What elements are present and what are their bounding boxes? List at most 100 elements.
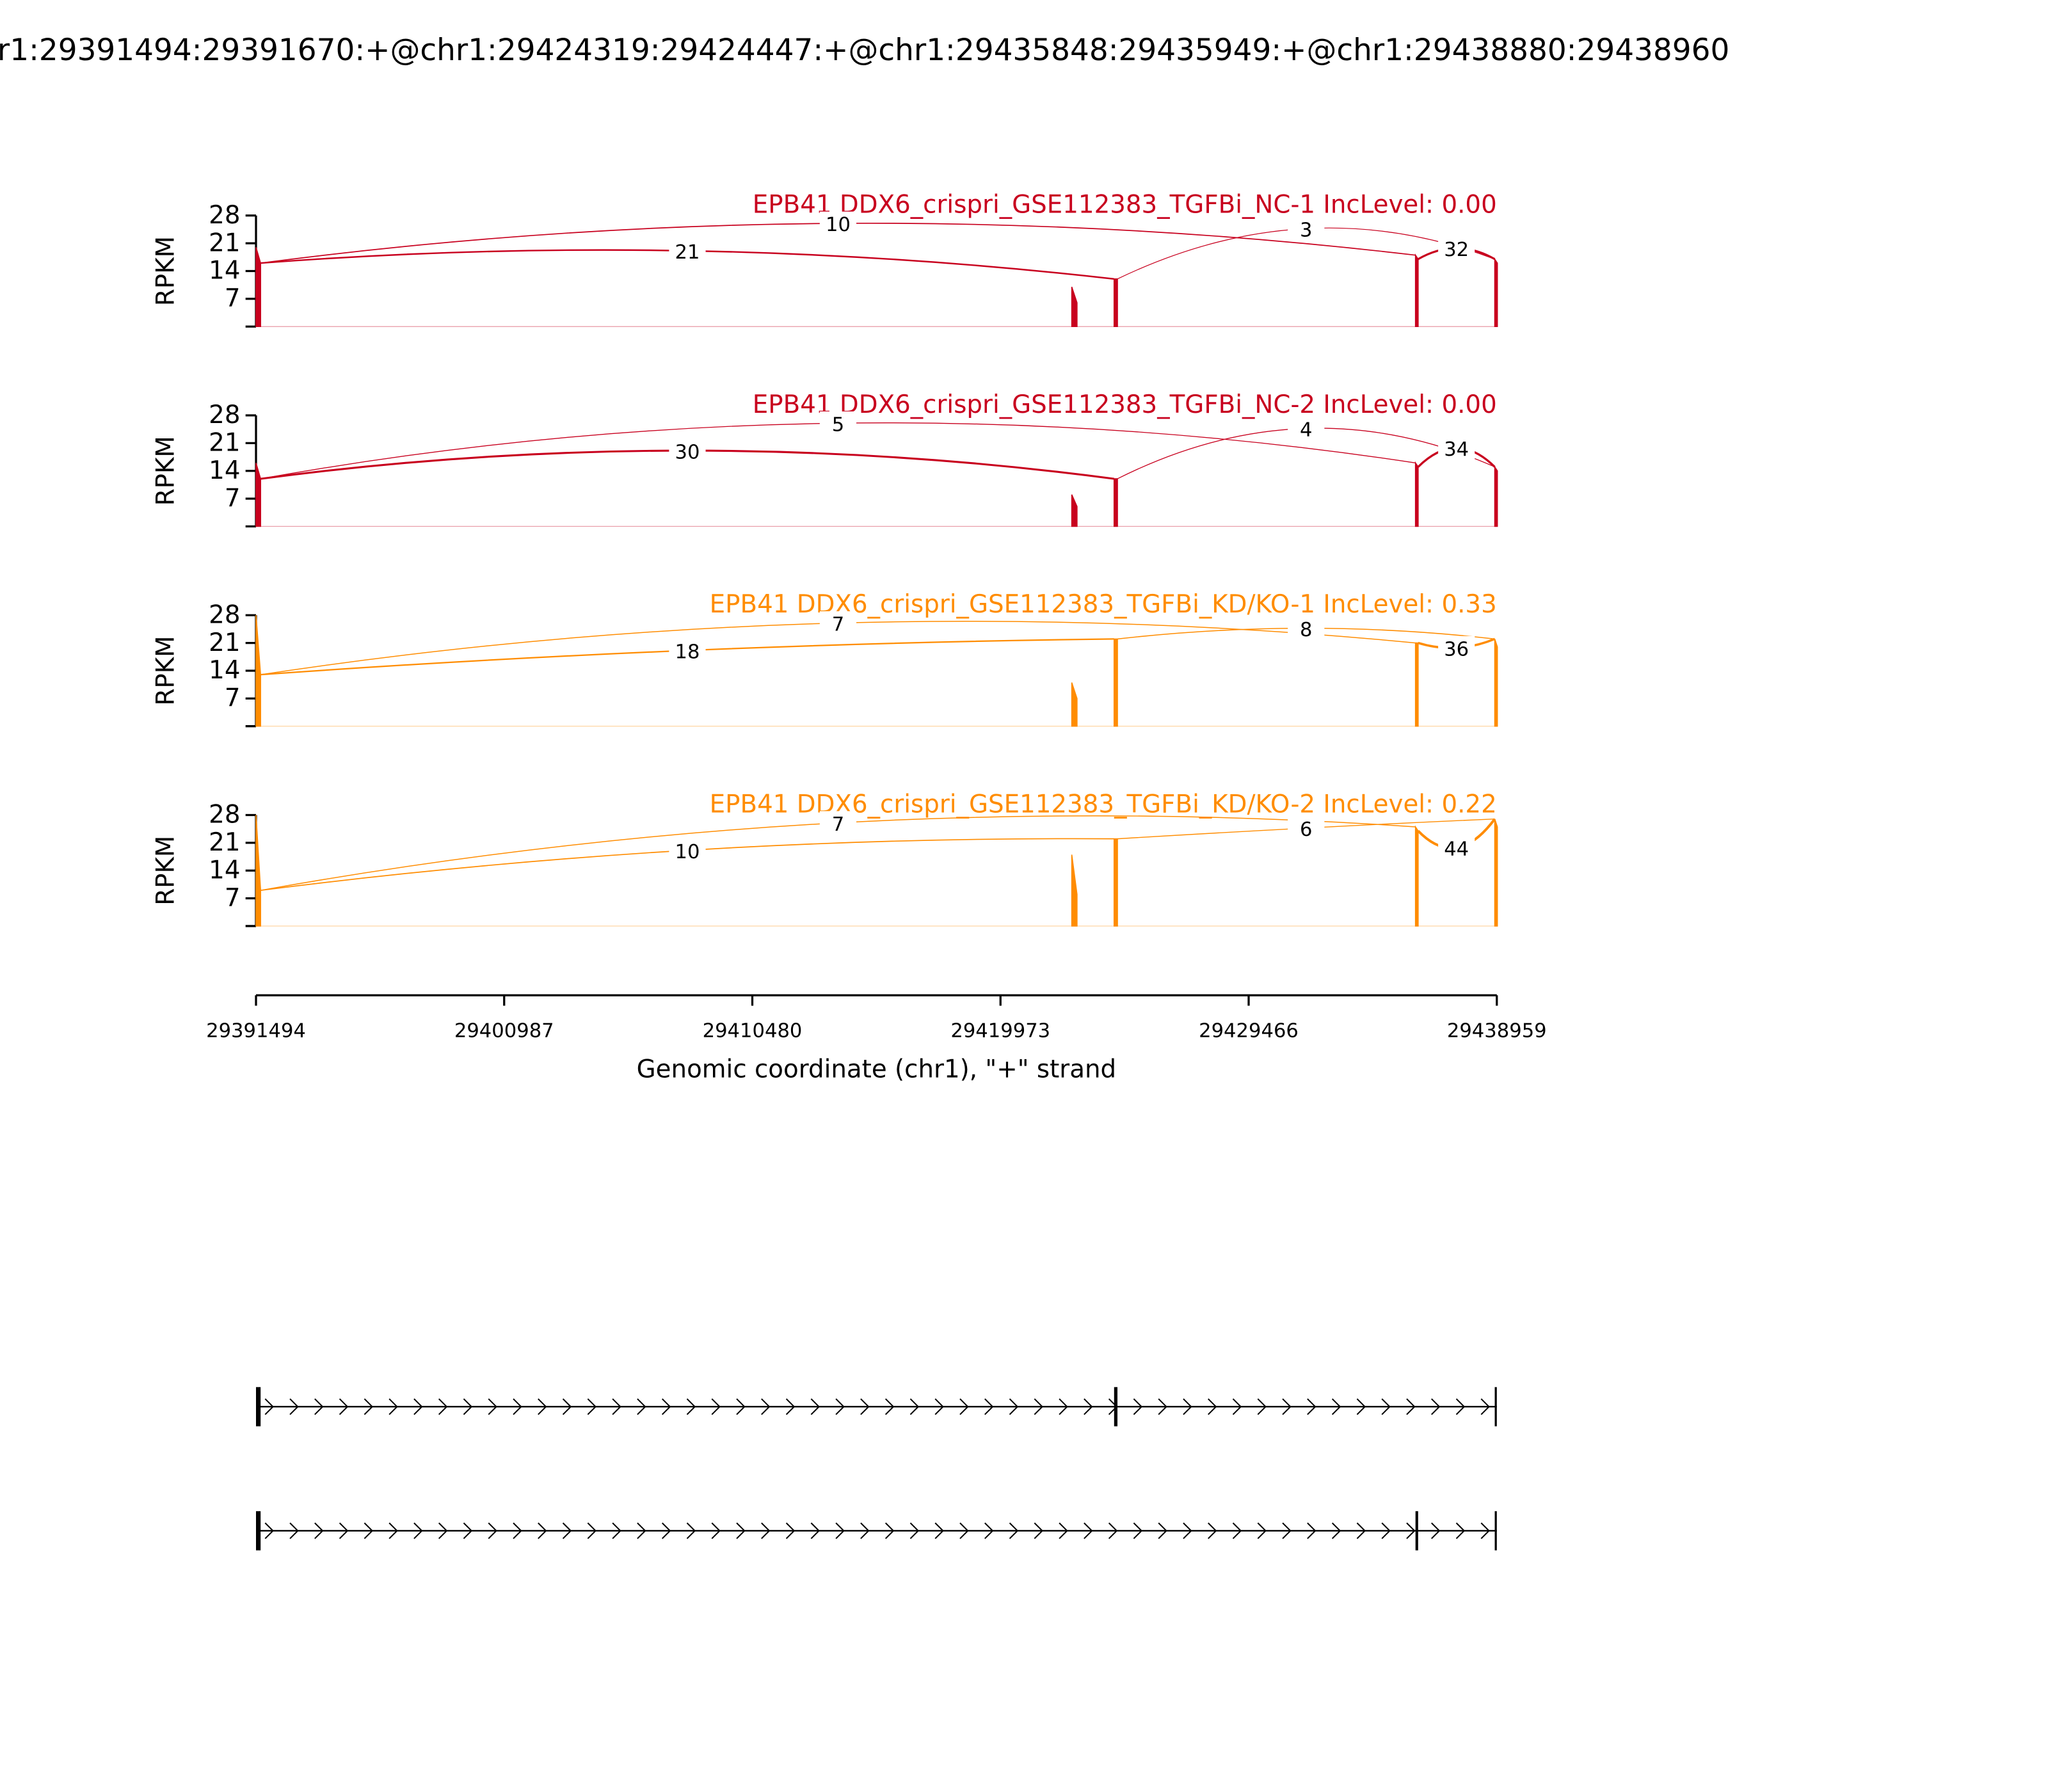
junction-label-bg xyxy=(819,811,857,835)
strand-chevron xyxy=(587,1398,597,1415)
strand-chevron xyxy=(314,1522,324,1539)
strand-chevron xyxy=(1034,1522,1044,1539)
strand-chevron xyxy=(1331,1398,1341,1415)
strand-chevron xyxy=(761,1398,771,1415)
junction-label-bg xyxy=(819,611,857,635)
panel-title: EPB41 DDX6_crispri_GSE112383_TGFBi_NC-2 … xyxy=(753,390,1497,419)
x-tick-label: 29400987 xyxy=(454,1020,554,1042)
strand-chevron xyxy=(1356,1398,1366,1415)
strand-chevron xyxy=(587,1522,597,1539)
strand-chevron xyxy=(289,1522,299,1539)
strand-chevron xyxy=(612,1398,621,1415)
strand-chevron xyxy=(860,1522,870,1539)
strand-chevron xyxy=(513,1398,522,1415)
strand-chevron xyxy=(1406,1522,1416,1539)
strand-chevron xyxy=(1257,1522,1267,1539)
y-tick-label: 28 xyxy=(209,401,240,429)
strand-chevron xyxy=(1009,1522,1019,1539)
strand-chevron xyxy=(1133,1398,1143,1415)
strand-chevron xyxy=(1455,1398,1466,1415)
strand-chevron xyxy=(984,1398,994,1415)
junction-label-bg xyxy=(1438,436,1475,460)
y-tick-label: 7 xyxy=(225,684,241,713)
strand-chevron xyxy=(538,1398,547,1415)
strand-chevron xyxy=(1034,1398,1044,1415)
panel-title: EPB41 DDX6_crispri_GSE112383_TGFBi_NC-1 … xyxy=(753,191,1497,220)
strand-chevron xyxy=(264,1398,274,1415)
strand-chevron xyxy=(959,1398,969,1415)
junction-label-bg xyxy=(1288,417,1325,440)
x-tick-label: 29410480 xyxy=(703,1020,803,1042)
exon xyxy=(1415,1511,1418,1551)
junction-label-bg xyxy=(669,838,706,862)
strand-chevron xyxy=(1455,1522,1466,1539)
strand-chevron xyxy=(1208,1398,1217,1415)
x-tick-label: 29419973 xyxy=(950,1020,1050,1042)
exon xyxy=(1494,1511,1497,1551)
strand-chevron xyxy=(1183,1398,1192,1415)
strand-chevron xyxy=(810,1398,820,1415)
strand-chevron xyxy=(562,1522,572,1539)
x-tick-label: 29429466 xyxy=(1199,1020,1299,1042)
x-tick-label: 29438959 xyxy=(1447,1020,1547,1042)
strand-chevron xyxy=(686,1398,696,1415)
strand-chevron xyxy=(1232,1398,1242,1415)
strand-chevron xyxy=(835,1522,845,1539)
strand-chevron xyxy=(1331,1522,1341,1539)
junction-label: 7 xyxy=(832,813,844,836)
y-tick-label: 28 xyxy=(209,201,240,230)
y-axis-label: RPKM xyxy=(151,636,180,705)
strand-chevron xyxy=(1232,1522,1242,1539)
strand-chevron xyxy=(1084,1522,1093,1539)
strand-chevron xyxy=(637,1522,646,1539)
y-tick-label: 28 xyxy=(209,801,240,829)
strand-chevron xyxy=(637,1398,646,1415)
y-tick-label: 7 xyxy=(225,884,241,913)
strand-chevron xyxy=(1282,1398,1292,1415)
junction-label-bg xyxy=(1288,216,1325,241)
strand-chevron xyxy=(413,1398,423,1415)
coverage-area xyxy=(255,247,1498,328)
strand-chevron xyxy=(1307,1398,1316,1415)
strand-chevron xyxy=(1307,1522,1316,1539)
strand-chevron xyxy=(612,1522,621,1539)
strand-chevron xyxy=(1183,1522,1192,1539)
strand-chevron xyxy=(1480,1398,1490,1415)
junction-label-bg xyxy=(819,211,857,236)
strand-chevron xyxy=(1431,1398,1441,1415)
strand-chevron xyxy=(661,1522,671,1539)
junction-label-bg xyxy=(669,438,706,463)
strand-chevron xyxy=(860,1398,870,1415)
x-tick-label: 29391494 xyxy=(206,1020,306,1042)
strand-chevron xyxy=(438,1398,448,1415)
junction-label: 21 xyxy=(675,241,700,264)
coverage-area xyxy=(255,461,1498,527)
strand-chevron xyxy=(388,1398,398,1415)
y-axis-label: RPKM xyxy=(151,436,180,506)
strand-chevron xyxy=(761,1522,771,1539)
strand-chevron xyxy=(934,1522,944,1539)
junction-label: 7 xyxy=(832,614,844,636)
strand-chevron xyxy=(1158,1398,1167,1415)
junction-label-bg xyxy=(1288,616,1325,640)
strand-chevron xyxy=(488,1398,497,1415)
strand-chevron xyxy=(339,1522,349,1539)
y-tick-label: 14 xyxy=(209,656,240,685)
strand-chevron xyxy=(984,1522,994,1539)
y-axis-label: RPKM xyxy=(151,836,180,906)
junction-label-bg xyxy=(1438,836,1475,860)
y-tick-label: 21 xyxy=(209,429,240,458)
strand-chevron xyxy=(364,1398,374,1415)
junction-label: 36 xyxy=(1444,638,1469,660)
strand-chevron xyxy=(711,1522,721,1539)
strand-chevron xyxy=(686,1522,696,1539)
chart-title: r1:29391494:29391670:+@chr1:29424319:294… xyxy=(0,33,1729,68)
strand-chevron xyxy=(1381,1398,1391,1415)
strand-chevron xyxy=(463,1522,473,1539)
strand-chevron xyxy=(736,1398,746,1415)
strand-chevron xyxy=(463,1398,473,1415)
junction-label: 6 xyxy=(1300,819,1312,841)
junction-label: 44 xyxy=(1444,838,1469,861)
